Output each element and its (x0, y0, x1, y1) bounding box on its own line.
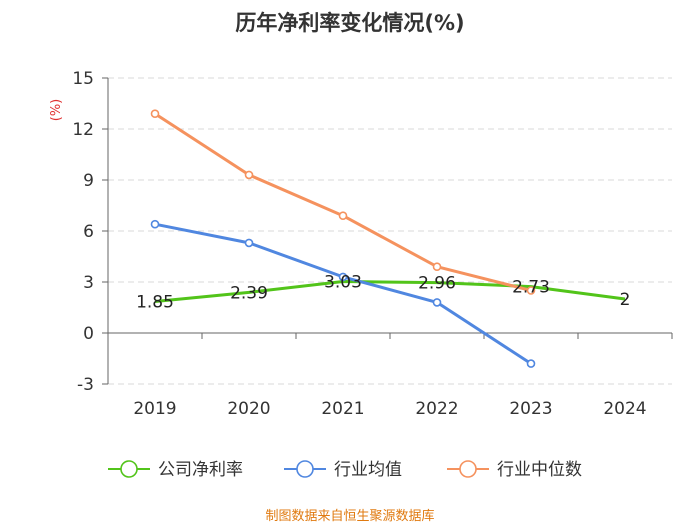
axis-layer: -3 0 3 6 9 12 15 2019 2020 2021 2022 2023 2024 (72, 69, 672, 419)
legend-item: 行业均值 (284, 460, 402, 480)
legend: 公司净利率 行业均值 行业中位数 (108, 460, 582, 480)
data-label: 2.39 (230, 283, 268, 303)
data-point (434, 299, 441, 306)
x-tick-label: 2020 (227, 399, 270, 419)
x-tick-label: 2019 (133, 399, 176, 419)
x-tick-label: 2024 (603, 399, 646, 419)
x-tick-label: 2021 (321, 399, 364, 419)
legend-marker-swatch (121, 461, 137, 477)
x-tick-label: 2022 (415, 399, 458, 419)
y-tick-label: 3 (83, 273, 94, 293)
y-tick-label: 6 (83, 222, 94, 242)
data-point (434, 263, 441, 270)
data-point (246, 239, 253, 246)
series-layer (152, 110, 626, 367)
data-point (152, 110, 159, 117)
data-label: 2.96 (418, 274, 456, 294)
legend-label: 行业中位数 (497, 460, 582, 480)
data-point (246, 171, 253, 178)
y-tick-label: 12 (72, 120, 94, 140)
legend-item: 公司净利率 (108, 460, 243, 480)
legend-item: 行业中位数 (447, 460, 582, 480)
y-tick-label: -3 (77, 375, 94, 395)
data-point (340, 212, 347, 219)
legend-marker-swatch (297, 461, 313, 477)
data-point (152, 221, 159, 228)
series-1 (155, 281, 625, 301)
legend-label: 行业均值 (334, 460, 402, 480)
series-line (155, 224, 531, 363)
data-label: 3.03 (324, 272, 362, 292)
data-label: 2.73 (512, 278, 550, 298)
y-tick-label: 15 (72, 69, 94, 89)
legend-label: 公司净利率 (158, 460, 243, 480)
series-2 (152, 221, 535, 367)
series-line (155, 114, 531, 291)
legend-marker-swatch (460, 461, 476, 477)
chart-title: 历年净利率变化情况(%) (235, 11, 464, 35)
y-axis-unit-label: (%) (49, 99, 64, 122)
data-label: 2 (620, 290, 631, 310)
data-point (528, 360, 535, 367)
series-line (155, 281, 625, 301)
source-note: 制图数据来自恒生聚源数据库 (265, 508, 434, 524)
series-3 (152, 110, 535, 294)
y-tick-label: 0 (83, 324, 94, 344)
y-tick-label: 9 (83, 171, 94, 191)
net-margin-chart: 历年净利率变化情况(%) (%) -3 0 3 6 9 12 15 2019 2020 2021 2… (0, 0, 700, 525)
data-label-layer: 1.85 2.39 3.03 2.96 2.73 2 (136, 272, 630, 312)
x-tick-label: 2023 (509, 399, 552, 419)
data-label: 1.85 (136, 293, 174, 313)
